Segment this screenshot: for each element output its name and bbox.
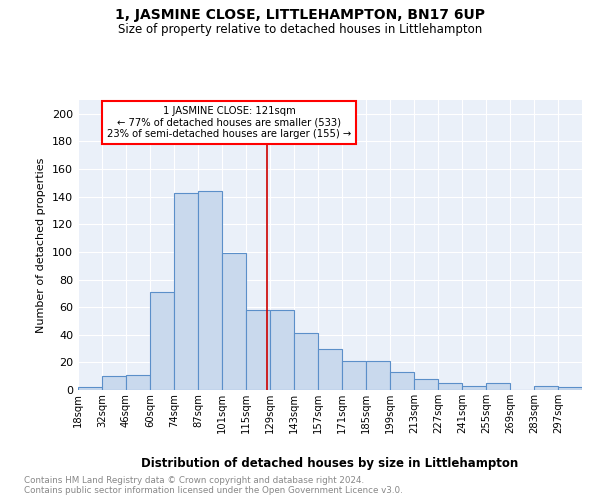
Bar (390, 372, 414, 390)
Y-axis label: Number of detached properties: Number of detached properties (37, 158, 46, 332)
Bar (462, 386, 486, 390)
Bar (318, 348, 342, 390)
Bar (222, 254, 246, 390)
Bar (558, 387, 582, 390)
Bar (174, 192, 198, 390)
Bar (78, 387, 102, 390)
Bar (198, 191, 222, 390)
Text: Size of property relative to detached houses in Littlehampton: Size of property relative to detached ho… (118, 22, 482, 36)
Bar (342, 361, 366, 390)
Bar (102, 376, 126, 390)
Bar (246, 310, 270, 390)
Bar (438, 383, 462, 390)
Text: Distribution of detached houses by size in Littlehampton: Distribution of detached houses by size … (142, 458, 518, 470)
Bar (366, 361, 390, 390)
Bar (150, 292, 174, 390)
Bar (414, 379, 438, 390)
Bar (270, 310, 294, 390)
Bar (126, 375, 150, 390)
Bar (534, 386, 558, 390)
Text: Contains HM Land Registry data © Crown copyright and database right 2024.
Contai: Contains HM Land Registry data © Crown c… (24, 476, 403, 495)
Bar (486, 383, 510, 390)
Text: 1 JASMINE CLOSE: 121sqm
← 77% of detached houses are smaller (533)
23% of semi-d: 1 JASMINE CLOSE: 121sqm ← 77% of detache… (107, 106, 352, 139)
Bar (294, 334, 318, 390)
Text: 1, JASMINE CLOSE, LITTLEHAMPTON, BN17 6UP: 1, JASMINE CLOSE, LITTLEHAMPTON, BN17 6U… (115, 8, 485, 22)
